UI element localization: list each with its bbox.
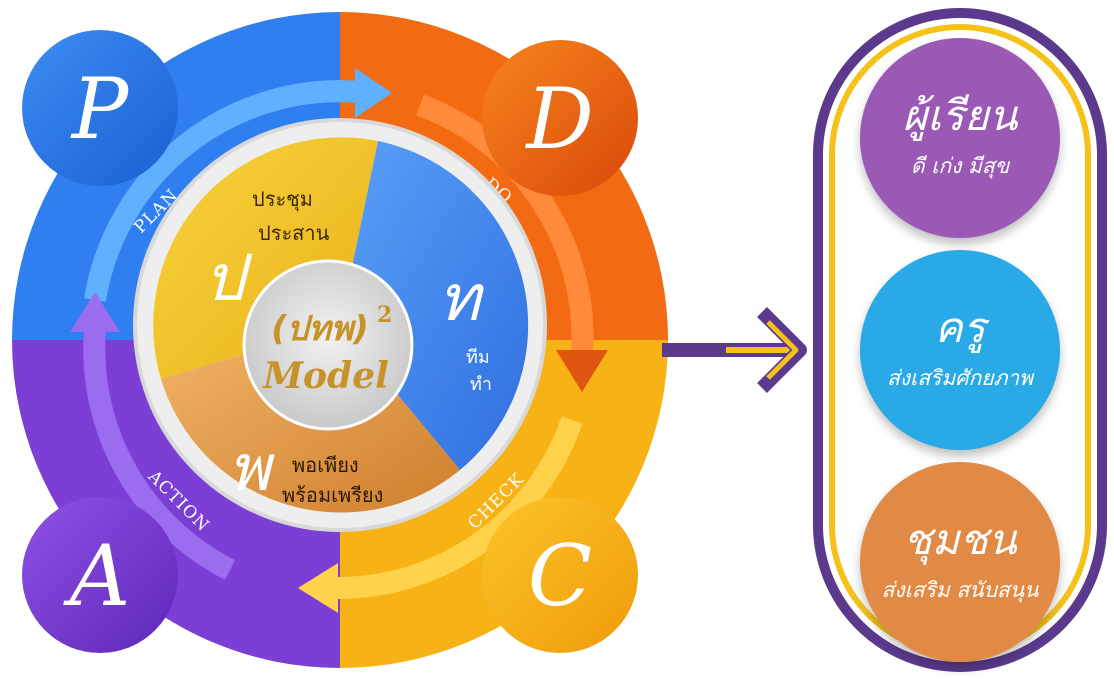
check-badge: C: [482, 497, 638, 653]
check-arrow: [334, 416, 583, 600]
outcome-teachers: ครู ส่งเสริมศักยภาพ: [860, 250, 1060, 450]
outcome-connector-arrow: [662, 307, 807, 393]
outcome-community-title: ชุมชน: [903, 515, 1017, 565]
inner-segments: [153, 137, 529, 513]
do-letter: D: [524, 70, 593, 168]
outcome-teachers-title: ครู: [934, 303, 986, 353]
segment-tor: [340, 141, 529, 470]
outcome-teachers-subtitle: ส่งเสริมศักยภาพ: [886, 365, 1033, 390]
center-superscript: 2: [377, 302, 392, 328]
action-letter: A: [63, 527, 131, 625]
segment-phor-line2: พร้อมเพรียง: [282, 483, 383, 507]
segment-phor-char: พ: [228, 432, 275, 506]
check-letter: C: [528, 527, 592, 625]
check-arrow-head: [298, 563, 338, 613]
segment-tor-line1: ทีม: [466, 347, 490, 368]
center-title: (ปทพ): [271, 309, 368, 349]
do-arrow: [416, 94, 594, 356]
action-badge: A: [22, 497, 178, 653]
segment-por-line1: ประชุม: [252, 187, 313, 212]
center-subtitle: Model: [261, 355, 389, 397]
plan-arrow-head: [355, 68, 392, 118]
outcome-community-subtitle: ส่งเสริม สนับสนุน: [881, 577, 1039, 602]
outcome-learners-subtitle: ดี เก่ง มีสุข: [910, 153, 1010, 178]
do-arrow-head: [556, 350, 608, 392]
outcome-panel: ผู้เรียน ดี เก่ง มีสุข ครู ส่งเสริมศักยภ…: [813, 8, 1107, 672]
action-arrow-head: [70, 292, 120, 332]
segment-tor-line2: ทำ: [470, 374, 492, 395]
action-arrow: [83, 329, 235, 580]
outcome-learners-title: ผู้เรียน: [902, 91, 1018, 141]
center-hub: [242, 259, 414, 431]
outcome-community: ชุมชน ส่งเสริม สนับสนุน: [860, 462, 1060, 662]
outcome-learners: ผู้เรียน ดี เก่ง มีสุข: [860, 38, 1060, 238]
do-badge: D: [482, 40, 638, 196]
segment-por-line2: ประสาน: [258, 221, 330, 245]
cycle-arrows: [70, 68, 608, 613]
plan-arrow: [84, 80, 361, 302]
segment-tor-char: ท: [438, 262, 485, 336]
segment-phor-line1: พอเพียง: [292, 453, 359, 477]
plan-letter: P: [70, 60, 130, 158]
plan-badge: P: [22, 30, 178, 186]
